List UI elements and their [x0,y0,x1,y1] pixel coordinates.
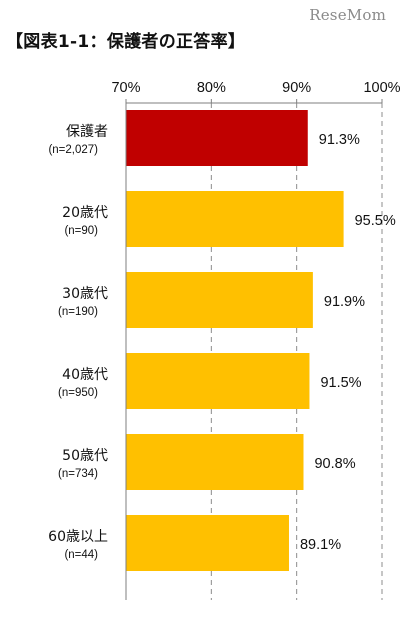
category-sample-size: (n=2,027) [48,144,98,156]
category-sample-size: (n=734) [58,468,98,480]
category-sample-size: (n=950) [58,387,98,399]
data-label: 91.5% [320,375,361,391]
category-label: 50歳代 [62,448,108,464]
data-label: 89.1% [300,537,341,553]
x-tick-label: 70% [111,80,140,96]
x-tick-label: 100% [363,80,400,96]
data-label: 91.9% [324,294,365,310]
category-label: 30歳代 [62,286,108,302]
data-label: 90.8% [314,456,355,472]
bar-30歳代 [126,272,313,328]
x-tick-label: 80% [197,80,226,96]
data-label: 95.5% [355,213,396,229]
category-label: 40歳代 [62,367,108,383]
data-label: 91.3% [319,132,360,148]
bar-保護者 [126,110,308,166]
category-label: 20歳代 [62,205,108,221]
bar-60歳以上 [126,515,289,571]
category-sample-size: (n=190) [58,306,98,318]
bar-20歳代 [126,191,344,247]
bar-50歳代 [126,434,304,490]
category-sample-size: (n=90) [64,225,98,237]
category-sample-size: (n=44) [64,549,98,561]
x-tick-label: 90% [282,80,311,96]
bar-40歳代 [126,353,310,409]
category-label: 保護者 [66,124,108,140]
watermark-logo: ReseMom [309,6,386,24]
category-label: 60歳以上 [48,529,108,545]
chart-title: 【図表1-1：保護者の正答率】 [6,32,246,52]
